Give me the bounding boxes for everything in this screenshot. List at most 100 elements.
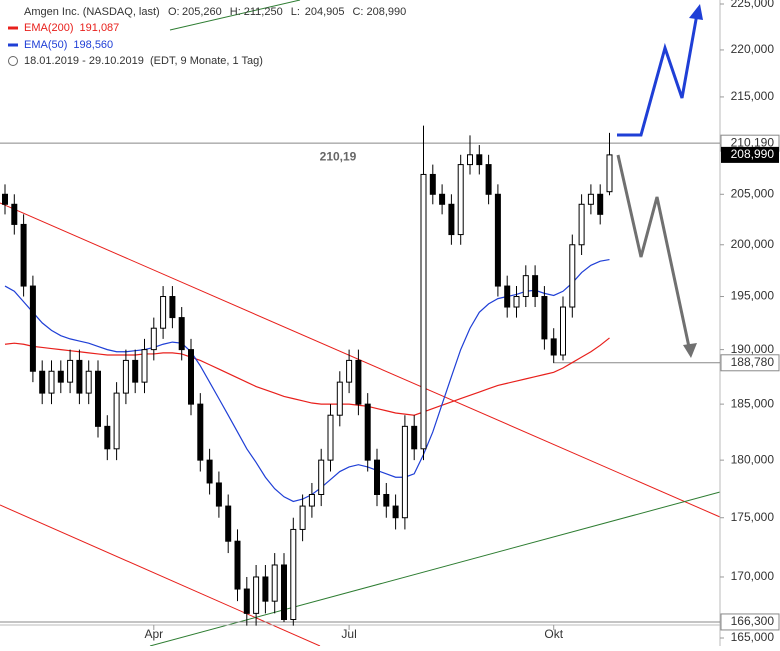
candle-body [532, 275, 539, 298]
header: Amgen Inc. (NASDAQ, last) EMA(200) 191,0… [8, 6, 406, 67]
candle-body [494, 193, 501, 287]
y-tick-label: 170,000 [731, 569, 775, 583]
x-tick-label: Jul [341, 627, 356, 641]
candle-body [374, 459, 380, 495]
candle-body [439, 193, 446, 205]
last-price-label: 208,990 [731, 147, 775, 161]
candle-body [178, 317, 185, 351]
level-label-box [720, 354, 780, 372]
candle-body [513, 296, 520, 308]
candle-body [401, 425, 408, 519]
candle-body [2, 193, 8, 205]
candle-body [448, 203, 455, 236]
quote-name: H: [230, 6, 241, 18]
candle-body [476, 154, 483, 166]
y-tick-label: 215,000 [731, 89, 775, 103]
candle-body [336, 381, 343, 416]
candle-body [188, 349, 194, 405]
quote-value: 204,905 [305, 6, 345, 18]
candle-body [95, 370, 101, 427]
x-tick-label: Okt [544, 627, 563, 641]
level-label-box [720, 613, 780, 631]
y-tick-label: 200,000 [731, 237, 775, 251]
candle-body [11, 203, 18, 225]
candle-body [504, 285, 511, 308]
candle-body [215, 482, 222, 507]
quote-value: 211,250 [244, 6, 283, 18]
candle-body [411, 425, 418, 450]
range-note: (EDT, 9 Monate, 1 Tag) [150, 55, 263, 67]
arrow-head [683, 343, 697, 358]
quote-value: 205,260 [182, 6, 222, 18]
annotation: 210,19 [320, 149, 357, 163]
quote-name: O: [168, 6, 180, 18]
y-tick-label: 205,000 [731, 186, 775, 200]
candle-body [327, 414, 334, 461]
projection-arrow [616, 154, 691, 348]
quote-value: 208,990 [366, 6, 406, 18]
candle-body [541, 296, 548, 340]
candle-body [318, 459, 325, 495]
y-tick-label: 190,000 [731, 342, 775, 356]
candle-body [597, 193, 604, 215]
quote-name: C: [352, 6, 363, 18]
candle-body [420, 173, 427, 450]
candle-body [262, 576, 269, 602]
level-label: 210,190 [731, 135, 775, 149]
candle-body [20, 223, 27, 287]
legend-value: 191,087 [80, 22, 120, 34]
candle-body [76, 359, 83, 394]
legend-label: EMA(200) [24, 22, 74, 34]
candle-body [569, 244, 576, 308]
clock-icon [8, 56, 18, 66]
candle-body [150, 327, 157, 351]
candle-body [132, 359, 139, 383]
candle-body [141, 349, 148, 383]
candle-body [271, 564, 278, 602]
level-label: 188,780 [731, 355, 775, 369]
candle-body [113, 392, 120, 450]
y-tick-label: 175,000 [731, 510, 775, 524]
candle-body [587, 193, 594, 205]
trend-line [149, 491, 721, 647]
arrow-head [689, 4, 703, 20]
candle-body [457, 164, 464, 236]
last-price-box [721, 146, 779, 163]
y-tick-label: 220,000 [731, 42, 775, 56]
candle-body [383, 493, 390, 507]
candle-body [85, 370, 92, 394]
quote-name: L: [291, 6, 300, 18]
candle-body [560, 306, 566, 356]
date-range: 18.01.2019 - 29.10.2019 [24, 55, 144, 67]
candle-body [39, 370, 46, 394]
legend-value: 198,560 [73, 39, 113, 51]
candle-body [243, 588, 250, 614]
projection-arrow [617, 13, 699, 137]
candle-body [67, 359, 74, 383]
candle-body [355, 359, 362, 405]
trend-line [169, 0, 301, 31]
candle-body [290, 528, 297, 621]
candle-body [308, 493, 315, 507]
candle-body [429, 173, 436, 195]
trend-line [0, 504, 321, 647]
x-tick-label: Apr [144, 627, 163, 641]
candle-body [550, 338, 557, 356]
candle-body [522, 275, 529, 298]
candle-body [160, 296, 167, 329]
candle-body [392, 505, 399, 519]
candle-body [346, 359, 353, 383]
y-tick-label: 185,000 [731, 396, 775, 410]
candle-body [122, 359, 129, 394]
y-tick-label: 180,000 [731, 452, 775, 466]
candle-body [364, 403, 371, 461]
y-tick-label: 165,000 [731, 630, 775, 644]
candle-body [234, 540, 241, 590]
candle-body [253, 576, 260, 614]
candle-body [29, 285, 36, 372]
candle-body [48, 370, 55, 394]
candle-body [225, 505, 232, 542]
candle-body [485, 164, 492, 195]
